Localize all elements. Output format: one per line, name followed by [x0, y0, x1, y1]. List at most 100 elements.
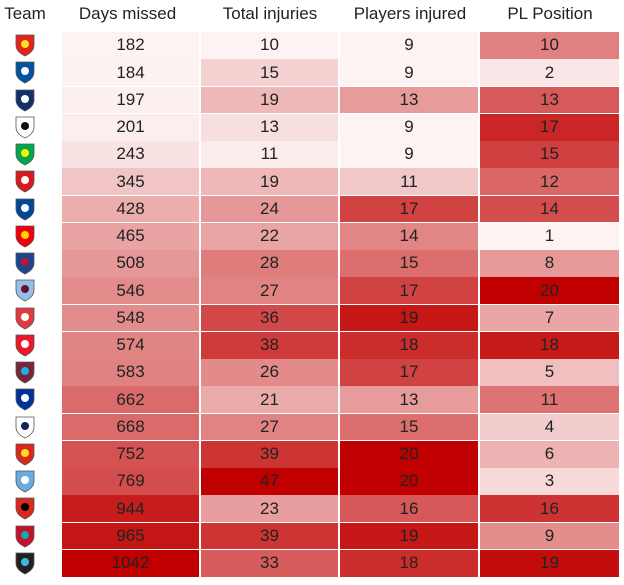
west-brom-badge-icon — [14, 88, 36, 112]
liverpool-badge-icon — [14, 524, 36, 548]
cell-pl-position: 5 — [480, 359, 619, 386]
cell-players-injured: 13 — [340, 86, 478, 114]
everton-badge-icon — [14, 387, 36, 411]
cell-total-injuries: 22 — [201, 222, 338, 250]
cell-pl-position: 16 — [480, 495, 619, 522]
cell-pl-position: 18 — [480, 331, 619, 359]
cell-days-missed: 184 — [62, 59, 199, 86]
cell-players-injured: 19 — [340, 304, 478, 332]
cell-days-missed: 428 — [62, 195, 199, 223]
cell-players-injured: 9 — [340, 141, 478, 168]
cell-days-missed: 182 — [62, 32, 199, 59]
west-ham-badge-icon — [14, 360, 36, 384]
cell-pl-position: 6 — [480, 440, 619, 468]
header-total-injuries: Total injuries — [222, 4, 318, 23]
cell-total-injuries: 33 — [201, 549, 338, 577]
cell-players-injured: 15 — [340, 250, 478, 277]
header-days-missed: Days missed — [78, 4, 177, 23]
cell-players-injured: 20 — [340, 468, 478, 495]
cell-days-missed: 944 — [62, 495, 199, 522]
cell-total-injuries: 19 — [201, 168, 338, 195]
crystal-palace-badge-icon — [14, 251, 36, 275]
cell-total-injuries: 47 — [201, 468, 338, 495]
cell-days-missed: 752 — [62, 440, 199, 468]
cell-total-injuries: 38 — [201, 331, 338, 359]
cell-pl-position: 14 — [480, 195, 619, 223]
cell-days-missed: 546 — [62, 277, 199, 304]
cell-players-injured: 17 — [340, 277, 478, 304]
cell-players-injured: 19 — [340, 522, 478, 550]
cell-players-injured: 18 — [340, 549, 478, 577]
watford-badge-icon — [14, 33, 36, 57]
southampton-badge-icon — [14, 169, 36, 193]
cell-pl-position: 8 — [480, 250, 619, 277]
sunderland-badge-icon — [14, 333, 36, 357]
cell-pl-position: 2 — [480, 59, 619, 86]
cell-days-missed: 574 — [62, 331, 199, 359]
cell-pl-position: 19 — [480, 549, 619, 577]
cell-days-missed: 508 — [62, 250, 199, 277]
cell-total-injuries: 27 — [201, 413, 338, 441]
stoke-badge-icon — [14, 306, 36, 330]
man-utd-badge-icon — [14, 442, 36, 466]
cell-total-injuries: 19 — [201, 86, 338, 114]
cell-players-injured: 9 — [340, 59, 478, 86]
cell-total-injuries: 23 — [201, 495, 338, 522]
cell-players-injured: 14 — [340, 222, 478, 250]
cell-total-injuries: 11 — [201, 141, 338, 168]
cell-total-injuries: 39 — [201, 440, 338, 468]
cell-days-missed: 465 — [62, 222, 199, 250]
cell-days-missed: 197 — [62, 86, 199, 114]
cell-days-missed: 548 — [62, 304, 199, 332]
cell-days-missed: 965 — [62, 522, 199, 550]
newcastle-badge-icon — [14, 551, 36, 575]
swansea-badge-icon — [14, 115, 36, 139]
cell-pl-position: 12 — [480, 168, 619, 195]
cell-pl-position: 10 — [480, 32, 619, 59]
cell-players-injured: 15 — [340, 413, 478, 441]
cell-pl-position: 17 — [480, 113, 619, 141]
aston-villa-badge-icon — [14, 278, 36, 302]
cell-players-injured: 17 — [340, 359, 478, 386]
cell-days-missed: 668 — [62, 413, 199, 441]
cell-total-injuries: 36 — [201, 304, 338, 332]
header-team: Team — [4, 4, 46, 23]
cell-pl-position: 1 — [480, 222, 619, 250]
cell-days-missed: 769 — [62, 468, 199, 495]
cell-total-injuries: 26 — [201, 359, 338, 386]
cell-total-injuries: 21 — [201, 386, 338, 413]
man-city-badge-icon — [14, 469, 36, 493]
cell-pl-position: 4 — [480, 413, 619, 441]
header-pl-position: PL Position — [507, 4, 593, 23]
cell-players-injured: 20 — [340, 440, 478, 468]
cell-total-injuries: 15 — [201, 59, 338, 86]
cell-players-injured: 13 — [340, 386, 478, 413]
cell-pl-position: 13 — [480, 86, 619, 114]
tottenham-badge-icon — [14, 415, 36, 439]
cell-pl-position: 20 — [480, 277, 619, 304]
cell-players-injured: 16 — [340, 495, 478, 522]
cell-total-injuries: 28 — [201, 250, 338, 277]
cell-players-injured: 17 — [340, 195, 478, 223]
cell-pl-position: 3 — [480, 468, 619, 495]
header-players-injured: Players injured — [353, 4, 467, 23]
cell-total-injuries: 27 — [201, 277, 338, 304]
cell-days-missed: 345 — [62, 168, 199, 195]
cell-players-injured: 9 — [340, 32, 478, 59]
cell-days-missed: 243 — [62, 141, 199, 168]
cell-pl-position: 9 — [480, 522, 619, 550]
cell-days-missed: 583 — [62, 359, 199, 386]
cell-players-injured: 11 — [340, 168, 478, 195]
cell-total-injuries: 13 — [201, 113, 338, 141]
leicester-badge-icon — [14, 60, 36, 84]
cell-total-injuries: 39 — [201, 522, 338, 550]
cell-pl-position: 15 — [480, 141, 619, 168]
cell-players-injured: 9 — [340, 113, 478, 141]
cell-total-injuries: 10 — [201, 32, 338, 59]
cell-pl-position: 7 — [480, 304, 619, 332]
cell-total-injuries: 24 — [201, 195, 338, 223]
norwich-badge-icon — [14, 142, 36, 166]
cell-players-injured: 18 — [340, 331, 478, 359]
cell-days-missed: 201 — [62, 113, 199, 141]
